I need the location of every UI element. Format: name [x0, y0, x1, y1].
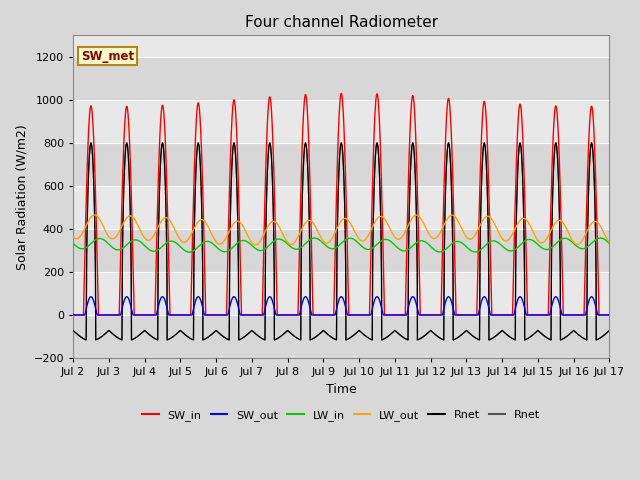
- Bar: [73, 57, 609, 100]
- Y-axis label: Solar Radiation (W/m2): Solar Radiation (W/m2): [15, 124, 28, 270]
- Bar: [73, 143, 609, 186]
- Bar: [73, 315, 609, 358]
- Title: Four channel Radiometer: Four channel Radiometer: [244, 15, 438, 30]
- Bar: [73, 229, 609, 272]
- X-axis label: Time: Time: [326, 383, 356, 396]
- Legend: SW_in, SW_out, LW_in, LW_out, Rnet, Rnet: SW_in, SW_out, LW_in, LW_out, Rnet, Rnet: [138, 406, 545, 425]
- Text: SW_met: SW_met: [81, 49, 134, 62]
